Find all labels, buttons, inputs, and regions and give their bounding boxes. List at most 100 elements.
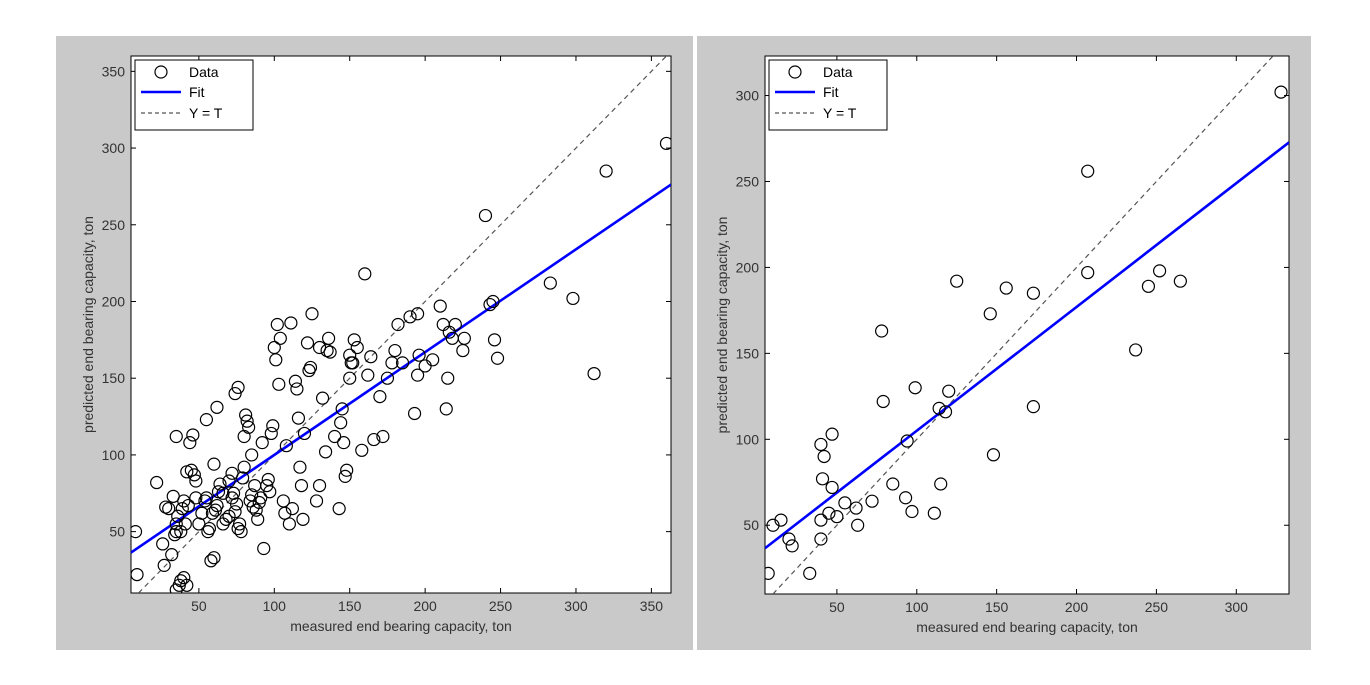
data-point: [156, 537, 170, 551]
data-point: [659, 136, 671, 151]
data-point: [849, 501, 863, 515]
data-point: [260, 479, 274, 493]
data-point: [1026, 400, 1040, 414]
y-axis-title: predicted end bearing capacity, ton: [80, 216, 96, 433]
data-point: [765, 566, 775, 580]
data-point: [312, 340, 327, 355]
data-point: [927, 506, 941, 520]
data-point: [294, 479, 309, 493]
data-point: [825, 427, 839, 441]
data-point: [1026, 286, 1040, 300]
data-point: [272, 377, 286, 391]
data-point: [279, 439, 293, 453]
data-point: [171, 509, 185, 523]
data-point: [233, 517, 247, 531]
data-point: [851, 518, 865, 532]
data-point: [448, 317, 462, 332]
data-point: [177, 571, 191, 585]
data-point: [222, 474, 236, 488]
data-point: [367, 432, 381, 447]
data-point: [210, 498, 224, 513]
data-point: [905, 504, 919, 519]
x-tick-label: 150: [338, 598, 362, 614]
data-point: [183, 436, 197, 450]
data-point: [457, 331, 471, 345]
x-tick-label: 300: [1225, 599, 1249, 615]
data-point: [204, 554, 218, 568]
legend-label-identity: Y = T: [189, 105, 223, 121]
data-point: [543, 276, 557, 290]
data-point: [361, 368, 375, 382]
data-point: [169, 429, 183, 444]
plot-clip-group: [765, 56, 1289, 594]
data-point: [358, 267, 372, 281]
data-point: [817, 449, 831, 464]
x-tick-label: 350: [640, 598, 664, 614]
data-point: [942, 384, 956, 398]
data-point: [162, 502, 176, 516]
data-point: [199, 491, 214, 505]
data-point: [231, 380, 245, 395]
data-point: [347, 333, 361, 347]
data-point: [815, 472, 830, 486]
data-point: [270, 317, 284, 332]
data-point: [195, 506, 209, 520]
data-point: [999, 281, 1013, 295]
data-point: [291, 411, 306, 425]
x-tick-label: 150: [985, 599, 1009, 615]
data-point: [255, 436, 269, 450]
data-point: [1129, 343, 1143, 357]
data-point: [838, 496, 852, 510]
data-point: [340, 463, 354, 477]
data-point: [814, 532, 828, 546]
data-point: [264, 426, 278, 441]
x-tick-label: 200: [413, 598, 437, 614]
x-tick-label: 50: [829, 599, 845, 615]
data-point: [332, 502, 346, 516]
data-point: [876, 394, 890, 409]
data-point: [290, 382, 304, 396]
data-point: [385, 356, 399, 370]
data-point: [202, 521, 217, 536]
legend-label-fit: Fit: [823, 84, 839, 100]
data-point: [205, 506, 220, 520]
fit-line: [765, 141, 1289, 550]
data-point: [165, 548, 179, 562]
data-point: [774, 513, 788, 527]
y-tick-label: 350: [102, 63, 126, 79]
data-point: [350, 340, 364, 355]
legend: Data Fit Y = T: [768, 59, 888, 131]
data-point: [174, 574, 188, 588]
data-point: [315, 391, 330, 405]
data-point: [983, 307, 997, 321]
data-point: [346, 356, 360, 370]
data-point: [207, 457, 221, 471]
y-tick-label: 100: [736, 431, 760, 447]
data-point: [228, 386, 242, 401]
y-tick-label: 50: [109, 524, 125, 540]
data-point: [228, 505, 242, 519]
plot-area: [764, 55, 1290, 595]
data-point: [782, 532, 796, 546]
data-point: [175, 502, 189, 516]
x-tick-label: 250: [489, 598, 513, 614]
data-point: [249, 503, 263, 517]
plot-clip-group: [131, 56, 671, 593]
data-point: [225, 466, 239, 480]
x-tick-label: 100: [905, 599, 929, 615]
data-point: [1173, 274, 1187, 288]
data-point: [285, 502, 299, 516]
x-axis-title: measured end bearing capacity, ton: [290, 618, 512, 634]
y-tick-label: 100: [102, 447, 126, 463]
data-point: [490, 351, 505, 365]
data-point: [338, 469, 352, 483]
data-point: [380, 371, 395, 385]
data-point: [303, 360, 318, 375]
data-point: [207, 551, 221, 565]
data-point: [263, 485, 277, 499]
data-point: [410, 307, 425, 321]
scatter-chart-right: 50 100 150 200 250 300 50 100 150 200 250 300 measur…: [714, 55, 1290, 635]
legend-label-fit: Fit: [189, 84, 205, 100]
data-point: [822, 506, 836, 520]
data-point: [335, 402, 349, 416]
